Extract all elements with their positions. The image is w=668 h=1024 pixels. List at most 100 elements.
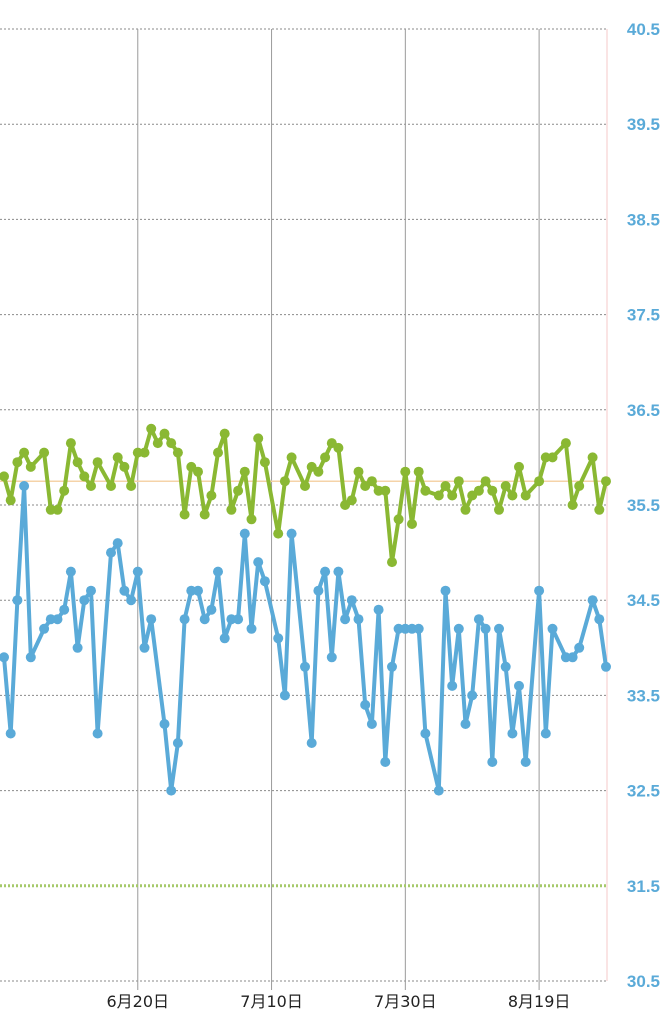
data-point [366, 719, 377, 729]
data-point [179, 614, 190, 625]
data-point [126, 481, 137, 491]
data-point [547, 623, 558, 634]
data-point [587, 452, 598, 463]
data-point [132, 566, 143, 577]
series-1 [0, 481, 611, 796]
data-point [333, 442, 344, 453]
data-point [259, 576, 270, 587]
data-point [19, 447, 30, 458]
data-point [206, 490, 217, 501]
y-tick-label: 38.5 [627, 210, 660, 229]
x-tick-label: 8月19日 [508, 992, 571, 1011]
data-point [306, 738, 317, 748]
y-tick-label: 34.5 [627, 591, 660, 610]
data-point [487, 757, 498, 767]
data-point [219, 428, 230, 439]
data-point [313, 466, 324, 477]
data-point [447, 680, 458, 691]
data-point [480, 476, 491, 487]
data-point [19, 481, 30, 491]
data-point [119, 585, 130, 596]
data-point [574, 481, 585, 491]
data-point [166, 785, 177, 796]
y-tick-label: 39.5 [627, 115, 660, 134]
data-point [233, 614, 244, 625]
data-point [92, 728, 103, 739]
data-point [407, 519, 417, 529]
data-point [373, 604, 384, 615]
data-point [601, 476, 611, 487]
data-point [273, 633, 284, 644]
data-point [366, 476, 377, 487]
data-point [159, 719, 170, 729]
data-point [139, 642, 150, 653]
data-point [547, 452, 558, 463]
data-point [112, 452, 123, 463]
data-point [460, 504, 471, 515]
y-axis-labels: 40.5 39.5 38.5 37.5 36.5 35.5 34.5 33.5 32.5 31.5… [627, 20, 660, 991]
data-point [594, 504, 605, 515]
data-point [380, 485, 391, 496]
x-tick-label: 7月30日 [374, 992, 437, 1011]
data-point [226, 504, 237, 515]
data-point [313, 585, 324, 596]
data-point [65, 438, 76, 449]
data-point [253, 433, 264, 444]
data-point [393, 514, 404, 525]
x-tick-label: 7月10日 [240, 992, 303, 1011]
series-0 [0, 423, 611, 568]
data-point [273, 528, 284, 539]
data-point [279, 690, 290, 701]
data-point [159, 428, 170, 439]
series-group [0, 423, 611, 796]
horizontal-gridlines [0, 28, 606, 982]
data-point [5, 495, 16, 506]
data-point [79, 595, 90, 606]
data-point [560, 438, 571, 449]
data-point [59, 485, 70, 496]
data-point [453, 623, 464, 634]
data-point [520, 490, 531, 501]
data-point [567, 500, 578, 510]
data-point [52, 614, 63, 625]
y-tick-label: 37.5 [627, 306, 660, 325]
y-tick-label: 40.5 [627, 20, 660, 39]
y-tick-label: 32.5 [627, 782, 660, 801]
data-point [59, 604, 70, 615]
data-point [353, 614, 364, 625]
data-point [213, 566, 223, 577]
data-point [300, 481, 310, 491]
data-point [567, 652, 578, 663]
data-point [0, 471, 9, 482]
data-point [534, 585, 545, 596]
data-point [172, 738, 183, 748]
data-point [574, 642, 585, 653]
data-point [199, 509, 210, 520]
data-point [279, 476, 290, 487]
vertical-gridlines [137, 29, 540, 990]
x-tick-label: 6月20日 [107, 992, 170, 1011]
data-point [86, 585, 96, 596]
data-point [447, 490, 458, 501]
data-point [487, 485, 498, 496]
data-point [413, 466, 424, 477]
y-tick-label: 36.5 [627, 401, 660, 420]
data-point [340, 614, 351, 625]
data-point [326, 652, 337, 663]
data-point [39, 447, 50, 458]
data-point [400, 466, 411, 477]
data-point [106, 547, 116, 558]
data-point [39, 623, 50, 634]
data-point [467, 690, 478, 701]
data-point [72, 457, 83, 468]
data-point [206, 604, 217, 615]
data-point [494, 623, 504, 634]
data-point [72, 642, 83, 653]
data-point [534, 476, 545, 487]
data-point [92, 457, 103, 468]
data-point [12, 595, 23, 606]
data-point [106, 481, 116, 491]
data-point [507, 728, 518, 739]
y-tick-label: 33.5 [627, 686, 660, 705]
